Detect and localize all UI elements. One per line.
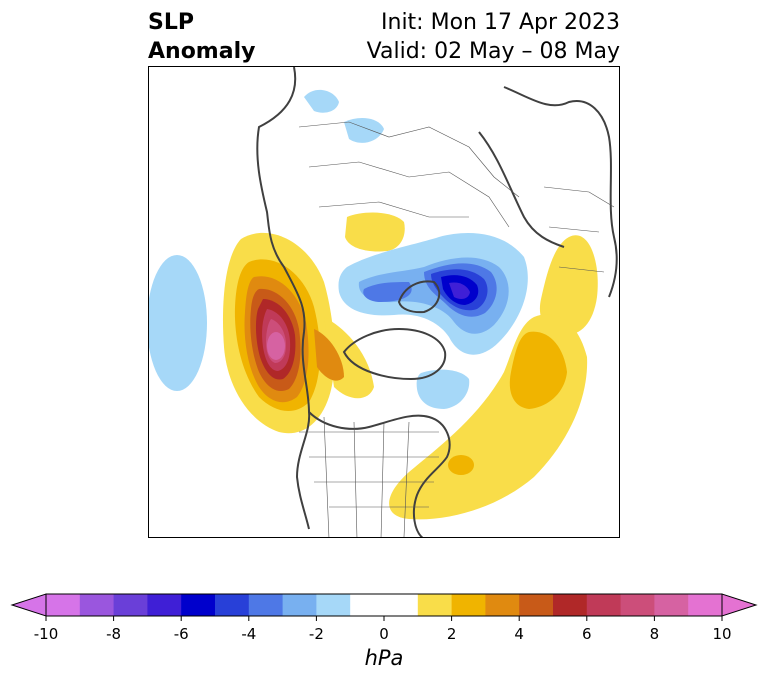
colorbar-segment bbox=[384, 594, 419, 616]
colorbar-tick-label: -2 bbox=[308, 625, 324, 643]
colorbar-segment bbox=[417, 594, 453, 616]
colorbar-tick-label: 8 bbox=[649, 625, 660, 643]
colorbar-segment bbox=[113, 594, 148, 616]
hudson-negative-anomaly bbox=[416, 369, 470, 409]
colorbar-extend-min bbox=[10, 593, 47, 617]
arctic-negative-anomaly bbox=[338, 233, 528, 355]
colorbar bbox=[0, 585, 768, 625]
colorbar-segment bbox=[282, 594, 317, 616]
colorbar-segment bbox=[316, 594, 351, 616]
colorbar-svg bbox=[10, 593, 758, 621]
colorbar-segment bbox=[147, 594, 182, 616]
colorbar-tick-label: -10 bbox=[33, 625, 59, 643]
title-variable: SLP bbox=[148, 10, 194, 35]
colorbar-tick-label: 10 bbox=[712, 625, 732, 643]
pacific-negative-anomaly bbox=[149, 255, 207, 391]
colorbar-segment bbox=[688, 594, 723, 616]
colorbar-segment bbox=[451, 594, 486, 616]
anomaly-map bbox=[148, 66, 620, 538]
colorbar-segment bbox=[553, 594, 588, 616]
colorbar-tick-label: 6 bbox=[582, 625, 592, 643]
colorbar-segment bbox=[519, 594, 554, 616]
colorbar-unit-label: hPa bbox=[364, 646, 404, 670]
title-quantity: Anomaly bbox=[148, 39, 256, 64]
colorbar-segment bbox=[248, 594, 284, 616]
colorbar-segment bbox=[350, 594, 385, 616]
colorbar-segment bbox=[654, 594, 689, 616]
colorbar-segment bbox=[46, 594, 81, 616]
forecast-dates: Init: Mon 17 Apr 2023 Valid: 02 May – 08… bbox=[367, 8, 620, 66]
valid-dates: Valid: 02 May – 08 May bbox=[366, 39, 620, 64]
borders bbox=[298, 121, 615, 537]
colorbar-tick-label: -6 bbox=[173, 625, 189, 643]
scandinavia-negative-anomaly bbox=[304, 89, 384, 143]
map-title: SLP Anomaly bbox=[148, 8, 255, 66]
colorbar-segment bbox=[79, 594, 115, 616]
colorbar-tick-label: -4 bbox=[241, 625, 257, 643]
colorbar-segment bbox=[485, 594, 520, 616]
map-canvas bbox=[149, 67, 618, 537]
colorbar-segment bbox=[181, 594, 216, 616]
colorbar-tick-label: 4 bbox=[514, 625, 524, 643]
colorbar-tick-label: -8 bbox=[106, 625, 122, 643]
siberia-positive-anomaly bbox=[345, 212, 405, 252]
west-coast-positive-anomaly bbox=[222, 232, 374, 434]
colorbar-segment bbox=[620, 594, 655, 616]
colorbar-extend-max bbox=[721, 593, 758, 617]
init-date: Init: Mon 17 Apr 2023 bbox=[381, 10, 620, 35]
colorbar-segment bbox=[586, 594, 622, 616]
colorbar-segment bbox=[215, 594, 250, 616]
colorbar-tick-label: 2 bbox=[446, 625, 457, 643]
coastlines bbox=[256, 67, 618, 537]
colorbar-tick-label: 0 bbox=[379, 625, 389, 643]
